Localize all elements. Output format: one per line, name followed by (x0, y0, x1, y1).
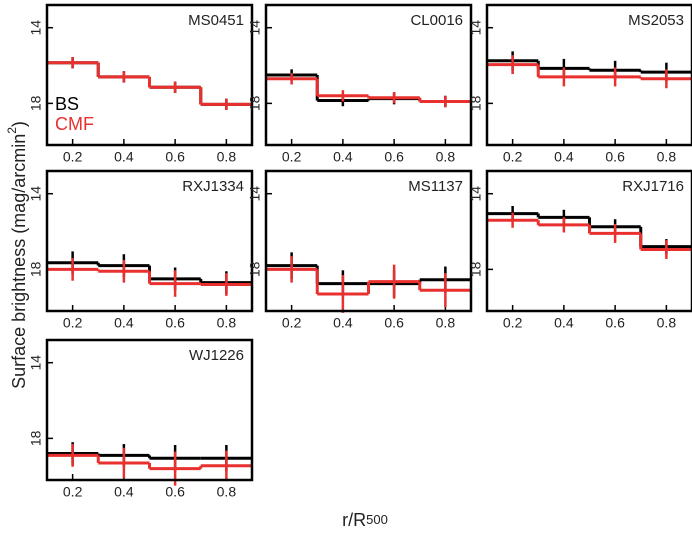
x-tick-label: 0.2 (282, 149, 302, 165)
y-tick-label: 18 (247, 95, 263, 111)
x-label-main: r/R (342, 510, 366, 530)
y-tick-label: 14 (28, 355, 44, 371)
panel-frame (485, 3, 692, 147)
x-tick-label: 0.2 (63, 484, 83, 500)
x-tick-label: 0.8 (436, 315, 456, 331)
y-label-sup: 2 (5, 127, 19, 134)
x-tick-label: 0.6 (384, 149, 404, 165)
x-tick-label: 0.6 (384, 315, 404, 331)
panel-frame (45, 338, 254, 482)
x-tick-label: 0.8 (657, 149, 677, 165)
panel-frame (45, 169, 254, 313)
y-tick-label: 18 (28, 261, 44, 277)
x-tick-label: 0.8 (217, 315, 237, 331)
x-tick-label: 0.2 (503, 315, 523, 331)
panel-title: RXJ1716 (622, 178, 684, 195)
panel-frame (264, 3, 473, 147)
panel-title: MS1137 (408, 178, 463, 195)
y-tick-label: 14 (247, 186, 263, 202)
x-tick-label: 0.6 (165, 484, 185, 500)
x-tick-label: 0.4 (333, 315, 353, 331)
x-tick-label: 0.4 (114, 149, 134, 165)
x-tick-label: 0.8 (217, 149, 237, 165)
x-tick-label: 0.2 (503, 149, 523, 165)
panel-frame (264, 169, 473, 313)
x-tick-label: 0.4 (333, 149, 353, 165)
x-tick-label: 0.6 (165, 315, 185, 331)
panel-title: RXJ1334 (182, 178, 244, 195)
x-tick-label: 0.8 (217, 484, 237, 500)
panel-frame (485, 169, 692, 313)
y-tick-label: 14 (28, 186, 44, 202)
y-tick-label: 14 (247, 20, 263, 36)
x-tick-label: 0.4 (554, 149, 574, 165)
y-tick-label: 18 (468, 261, 484, 277)
panel-title: MS2053 (628, 12, 684, 29)
x-tick-label: 0.6 (605, 315, 625, 331)
y-label-end: ) (9, 121, 29, 127)
x-label-sub: 500 (366, 512, 388, 527)
x-tick-label: 0.4 (114, 315, 134, 331)
y-axis-label: Surface brightness (mag/arcmin2) (5, 121, 29, 389)
panel-title: MS0451 (188, 12, 244, 29)
panel-title: WJ1226 (189, 347, 244, 364)
legend-label: BS (55, 94, 79, 114)
x-tick-label: 0.6 (165, 149, 185, 165)
y-tick-label: 14 (28, 20, 44, 36)
x-tick-label: 0.4 (554, 315, 574, 331)
x-tick-label: 0.4 (114, 484, 134, 500)
x-tick-label: 0.8 (436, 149, 456, 165)
y-tick-label: 18 (28, 430, 44, 446)
x-axis-label: r/R500 (342, 510, 388, 530)
y-tick-label: 18 (247, 261, 263, 277)
y-tick-label: 18 (28, 95, 44, 111)
x-tick-label: 0.2 (63, 315, 83, 331)
y-tick-label: 14 (468, 186, 484, 202)
y-tick-label: 14 (468, 20, 484, 36)
x-tick-label: 0.8 (657, 315, 677, 331)
y-label-main: Surface brightness (mag/arcmin (9, 134, 29, 389)
y-tick-label: 18 (468, 95, 484, 111)
x-tick-label: 0.2 (63, 149, 83, 165)
panel-title: CL0016 (410, 12, 463, 29)
panel-frame (45, 3, 254, 147)
x-tick-label: 0.6 (605, 149, 625, 165)
legend-label: CMF (55, 114, 94, 134)
x-tick-label: 0.2 (282, 315, 302, 331)
